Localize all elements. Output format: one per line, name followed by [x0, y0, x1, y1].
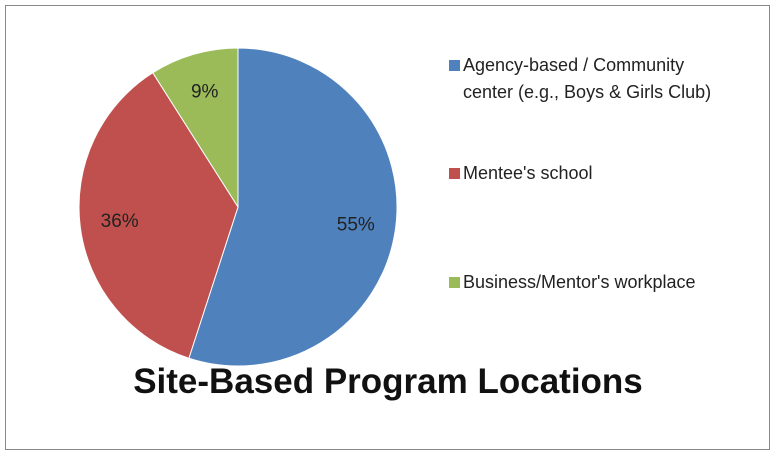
legend-item: Mentee's school — [449, 160, 719, 187]
data-label: 55% — [337, 215, 375, 236]
pie-slice — [152, 47, 239, 209]
pie-slice — [78, 72, 239, 359]
data-label: 36% — [101, 211, 139, 232]
chart-title: Site-Based Program Locations — [133, 362, 643, 401]
legend-item: Agency-based / Community center (e.g., B… — [449, 52, 719, 106]
legend-swatch — [449, 60, 460, 71]
legend-item: Business/Mentor's workplace — [449, 269, 719, 296]
legend-swatch — [449, 168, 460, 179]
data-label: 9% — [191, 82, 219, 103]
legend-swatch — [449, 277, 460, 288]
frame — [5, 5, 770, 450]
legend-label: Mentee's school — [463, 163, 593, 183]
legend-label: Agency-based / Community center (e.g., B… — [463, 55, 712, 102]
pie-slice — [188, 47, 398, 367]
legend-label: Business/Mentor's workplace — [463, 272, 696, 292]
